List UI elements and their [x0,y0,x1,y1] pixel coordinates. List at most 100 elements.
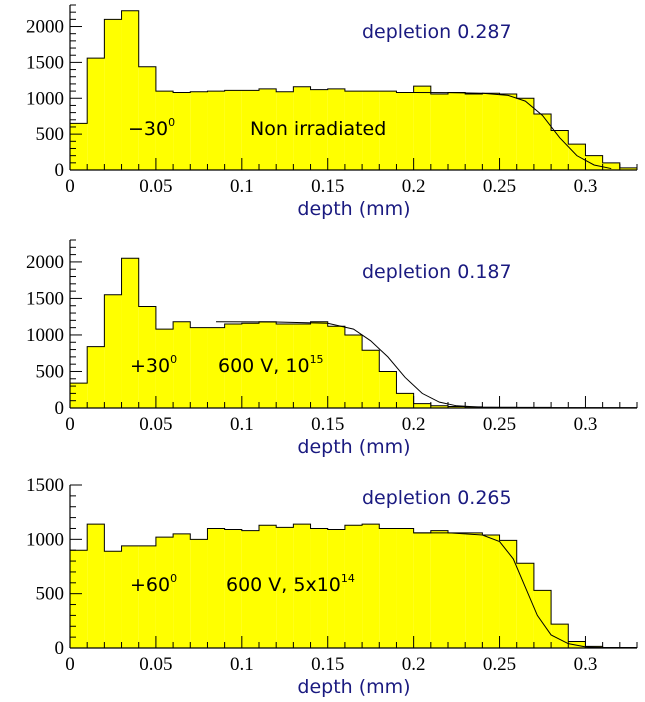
condition-label: 600 V, 1015 [218,353,324,377]
angle-degree-superscript: 0 [168,116,175,129]
x-tick-label: 0.2 [402,414,426,435]
histogram-bar [276,324,294,408]
histogram-bar [138,306,156,408]
condition-exponent: 14 [341,572,355,585]
y-tick-label: 500 [36,584,65,605]
histogram-bar [482,93,500,170]
histogram-bar [568,144,586,170]
x-tick-label: 0.1 [230,654,254,675]
histogram-bar [379,528,397,648]
histogram-bar [413,86,431,170]
histogram-bar [241,530,259,648]
histogram-bar [87,346,105,408]
y-tick-label: 0 [55,398,65,419]
x-tick-label: 0.2 [402,176,426,197]
histogram-bar [619,167,637,170]
histogram-bar [413,532,431,648]
histogram-bar [362,350,380,408]
histogram-bar [104,19,122,171]
histogram-bar [121,545,139,648]
histogram-bar [207,91,225,170]
x-tick-label: 0 [65,176,75,197]
x-tick-label: 0.3 [574,414,598,435]
depletion-label: depletion 0.265 [362,487,512,509]
x-tick-label: 0.1 [230,414,254,435]
condition-exponent: 15 [310,353,324,366]
histogram-bar [344,334,363,408]
histogram-bar [448,532,466,648]
y-tick-label: 0 [55,638,65,659]
x-tick-label: 0.05 [139,414,172,435]
histogram-bar [259,525,277,648]
histogram-bar [448,406,466,408]
histogram-bar [310,89,328,170]
x-tick-label: 0.3 [574,654,598,675]
depletion-label: depletion 0.187 [362,261,512,283]
histogram-bar [533,590,552,648]
x-tick-label: 0.05 [139,176,172,197]
histogram-bar [430,93,448,170]
histogram-bar [138,545,156,648]
y-tick-label: 500 [36,361,65,382]
histogram-bar [104,551,122,648]
histogram-bars [70,10,637,171]
histogram-bar [241,90,259,170]
x-tick-label: 0.3 [574,176,598,197]
panel-top: 0 0.05 0.1 0.15 0.2 0.25 0.3 0 500 1000 1500 2000 de… [26,4,638,220]
x-tick-label: 0.25 [483,176,516,197]
y-tick-label: 1500 [26,475,64,496]
angle-label: +600 [130,572,177,596]
histogram-bar [121,10,139,170]
y-tick-label: 1000 [26,88,64,109]
condition-label: 600 V, 5x1014 [226,572,355,596]
x-tick-label: 0.15 [311,414,344,435]
histogram-bar [173,533,191,648]
histogram-bar [396,92,414,170]
histogram-bar [293,524,311,648]
condition-label: Non irradiated [250,118,386,140]
histogram-bar [190,327,208,408]
histogram-bar [87,524,105,648]
histogram-bar [224,90,242,170]
histogram-bar [104,294,122,408]
histogram-bar [173,321,191,408]
x-tick-label: 0 [65,654,75,675]
histogram-bar [155,537,174,648]
histogram-bar [224,529,242,648]
y-tick-label: 500 [36,124,65,145]
angle-label: −300 [128,116,175,140]
histogram-bar [448,92,466,170]
histogram-bar [293,324,311,408]
histogram-bar [344,525,363,648]
x-axis-title: depth (mm) [297,676,410,698]
x-tick-label: 0.25 [483,414,516,435]
histogram-bar [276,527,294,648]
histogram-bar [379,371,397,408]
histogram-bar [87,58,105,170]
x-tick-label: 0.2 [402,654,426,675]
histogram-bar [190,539,208,648]
histogram-bar [190,91,208,170]
angle-degree-superscript: 0 [170,353,177,366]
histogram-bar [396,528,414,648]
histogram-bar [379,91,397,170]
histogram-bar [499,540,517,648]
angle-label: +300 [130,353,177,377]
histogram-bar [310,321,328,408]
histogram-bar [430,405,448,408]
histogram-outline [69,10,638,170]
histogram-bar [465,93,483,170]
histogram-bar [533,114,552,170]
y-tick-label: 1000 [26,325,64,346]
histogram-bar [499,93,517,170]
histogram-bar [121,258,139,408]
histogram-bar [516,98,534,170]
histogram-bars [70,258,637,408]
histogram-bar [465,532,483,648]
y-tick-label: 0 [55,160,65,181]
histogram-bars [70,524,637,648]
x-axis-title: depth (mm) [297,436,410,458]
histogram-bar [327,88,345,170]
y-tick-label: 2000 [26,17,64,38]
histogram-bar [138,66,156,170]
